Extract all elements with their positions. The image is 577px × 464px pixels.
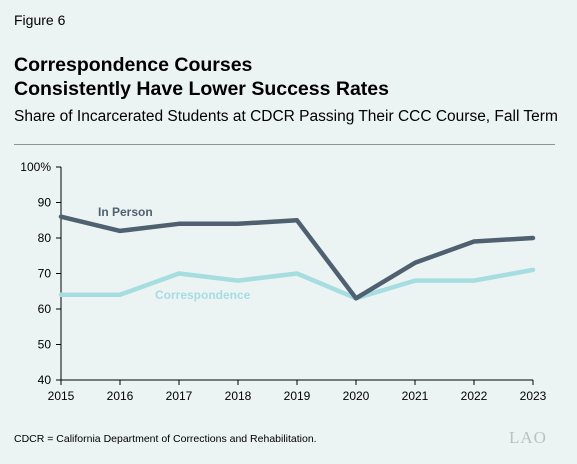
x-tick-label: 2023 — [520, 389, 547, 403]
series-line-correspondence — [58, 267, 536, 301]
y-tick-label: 90 — [38, 196, 52, 210]
chart-title: Correspondence Courses Consistently Have… — [14, 53, 554, 101]
x-tick-label: 2019 — [284, 389, 311, 403]
x-tick-label: 2020 — [343, 389, 370, 403]
x-tick-label: 2018 — [225, 389, 252, 403]
y-tick-label: 50 — [38, 338, 52, 352]
series-label-in-person: In Person — [98, 205, 153, 219]
line-chart: 40 50 60 70 80 90 100% 2015 2016 2017 2018 2019 2020… — [20, 160, 547, 403]
series-label-correspondence: Correspondence — [155, 288, 251, 302]
divider — [14, 144, 555, 145]
x-tick-label: 2022 — [461, 389, 488, 403]
x-tick-label: 2016 — [107, 389, 134, 403]
title-line-1: Correspondence Courses — [14, 54, 253, 76]
y-tick-label: 70 — [38, 267, 52, 281]
lao-logo: LAO — [509, 428, 547, 447]
x-tick-label: 2015 — [48, 389, 75, 403]
y-tick-label: 80 — [38, 231, 52, 245]
title-line-2: Consistently Have Lower Success Rates — [14, 78, 389, 100]
y-tick-label: 60 — [38, 302, 52, 316]
x-tick-label: 2017 — [166, 389, 193, 403]
y-tick-label: 100% — [20, 160, 51, 174]
x-tick-label: 2021 — [402, 389, 429, 403]
y-tick-label: 40 — [38, 373, 52, 387]
series-line-in-person — [58, 214, 536, 301]
figure-label: Figure 6 — [14, 12, 66, 28]
chart-subtitle: Share of Incarcerated Students at CDCR P… — [14, 108, 558, 125]
footnote: CDCR = California Department of Correcti… — [14, 433, 317, 445]
